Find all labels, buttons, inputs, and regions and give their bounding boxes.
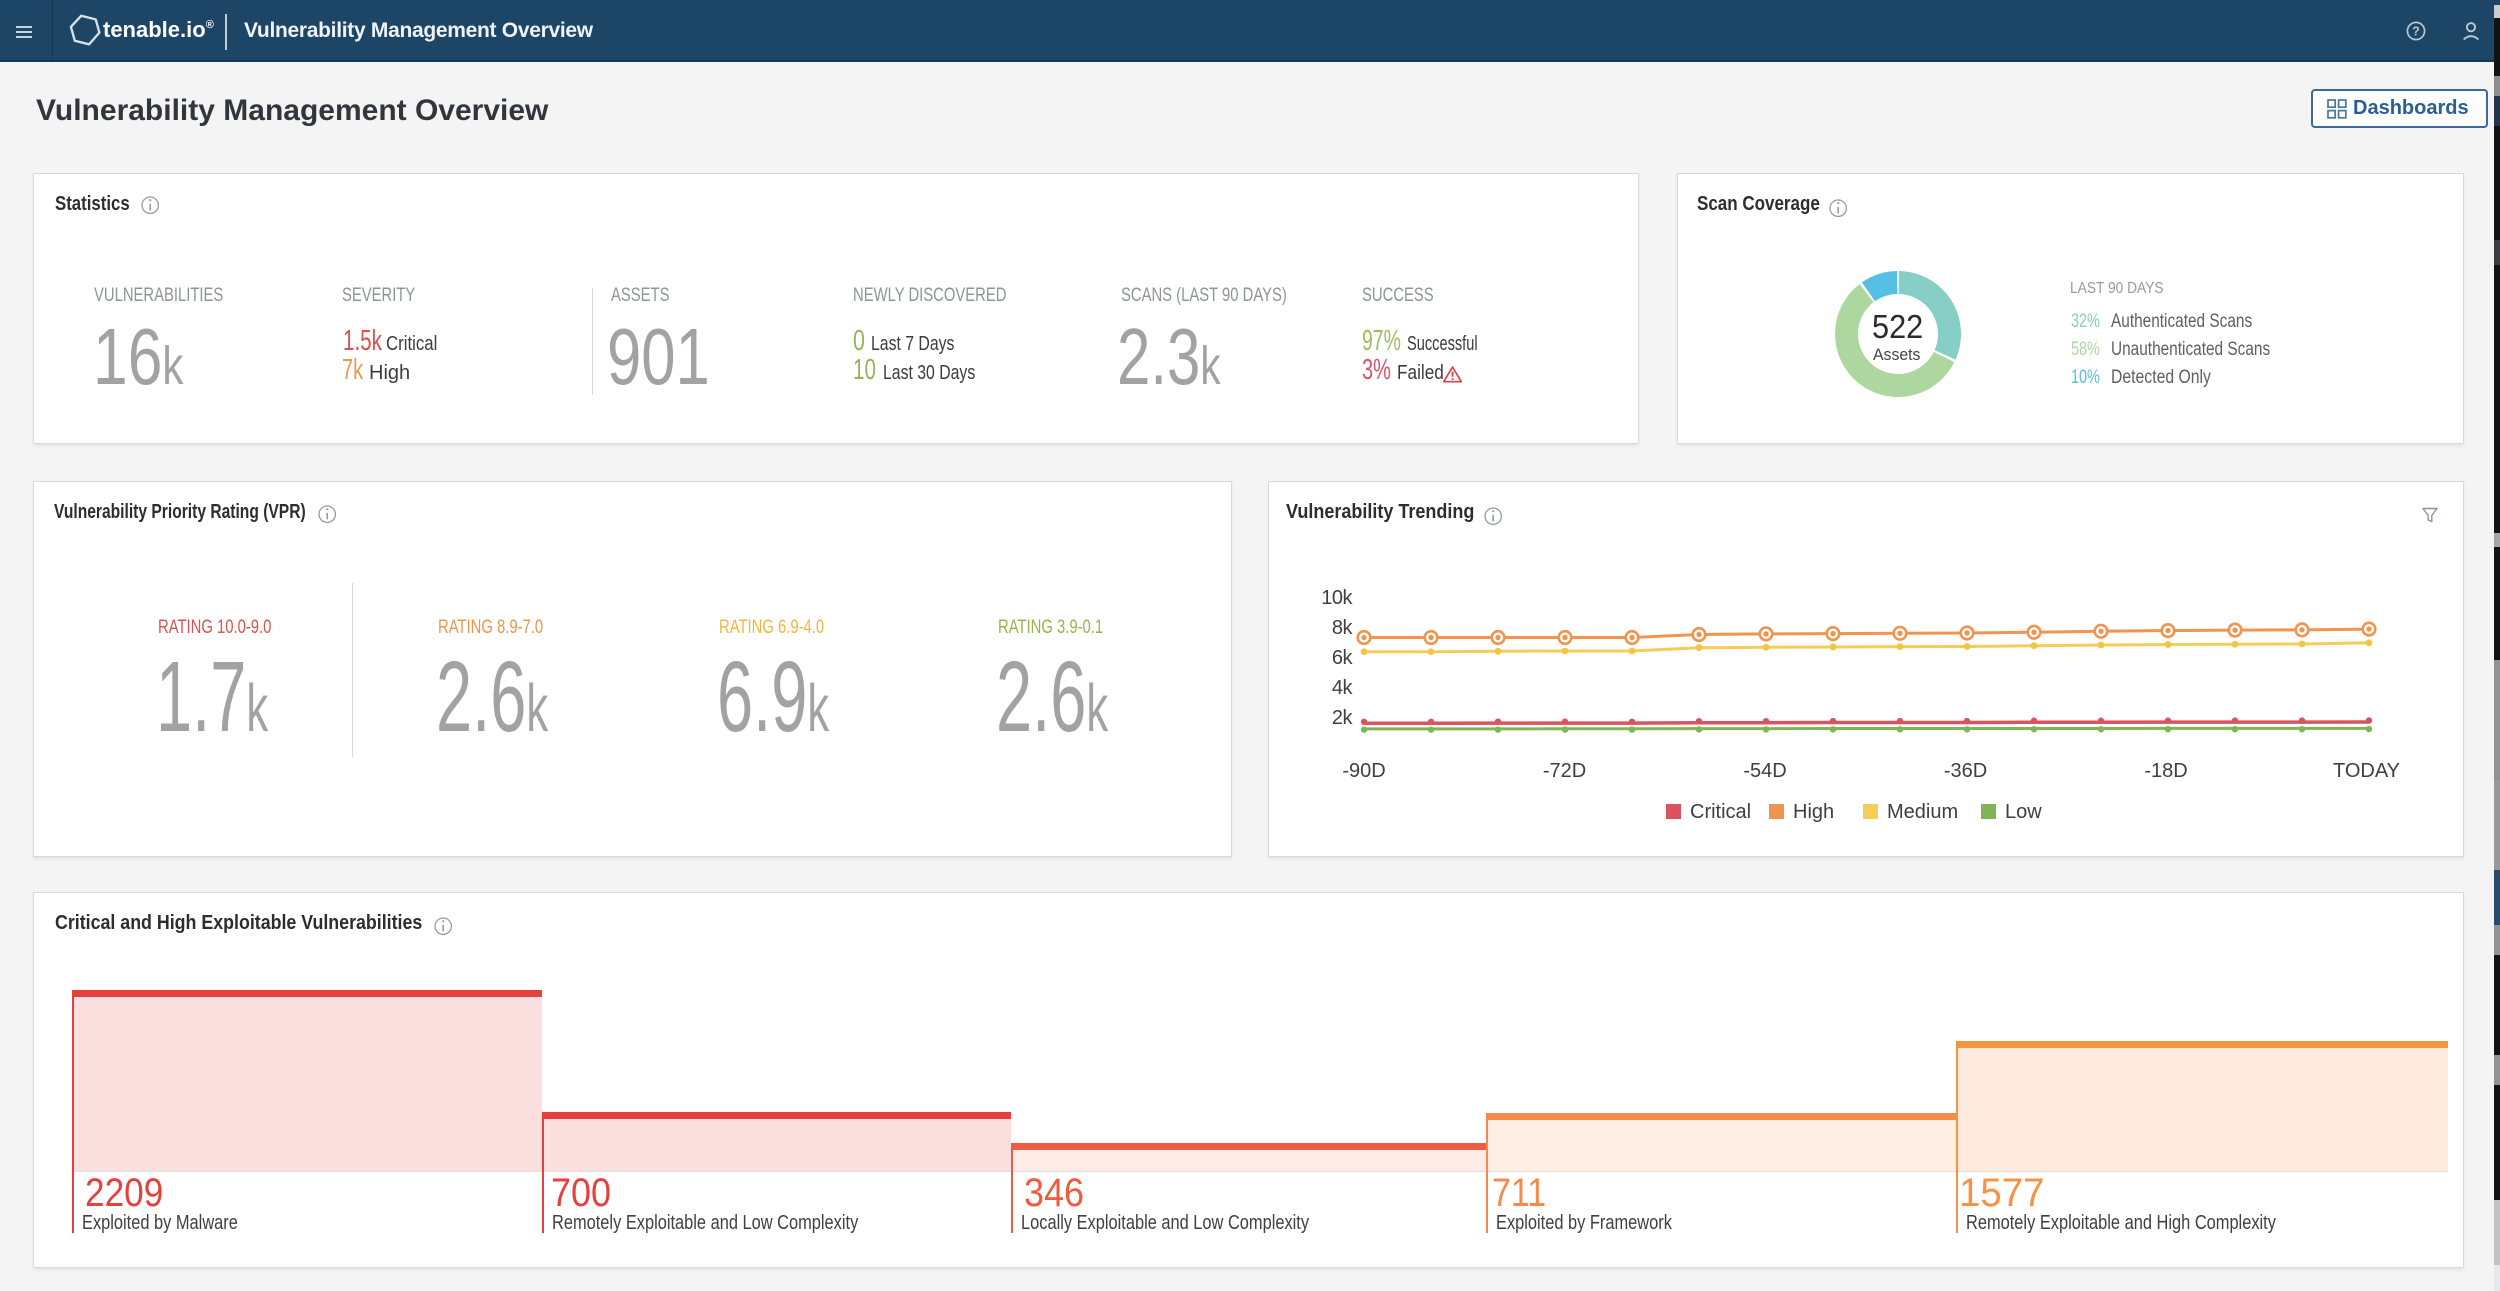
svg-text:?: ? (2412, 25, 2420, 39)
